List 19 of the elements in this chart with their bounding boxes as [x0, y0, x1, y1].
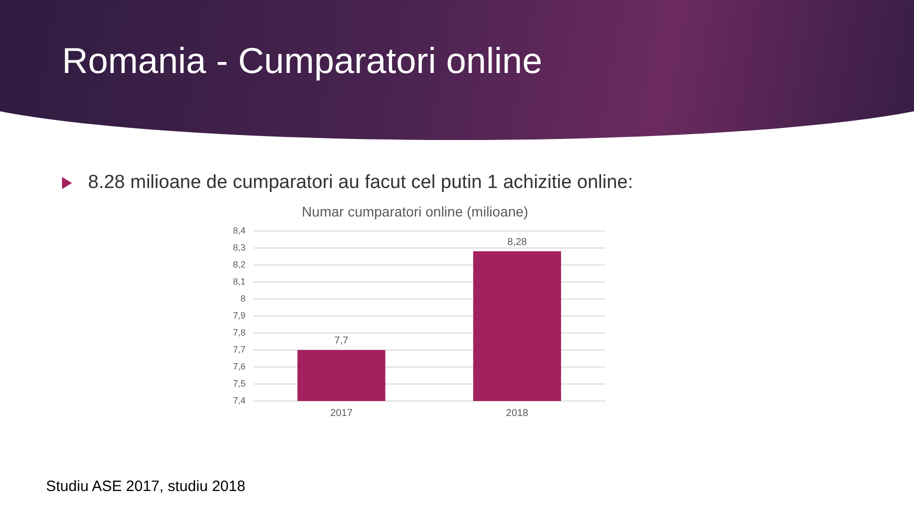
y-tick-label: 7,8 [232, 327, 246, 338]
x-tick-label: 2018 [506, 408, 529, 419]
y-tick-label: 8 [240, 293, 246, 304]
y-tick-label: 7,4 [232, 395, 246, 406]
text: Studiu ASE 2017, studiu 2018 [46, 478, 246, 495]
y-tick-label: 7,5 [232, 378, 246, 388]
data-label: 7,7 [334, 336, 349, 347]
chart-title: Numar cumparatori online (milioane) [302, 203, 528, 220]
x-tick-label: 2017 [330, 408, 353, 419]
y-tick-label: 7,7 [232, 344, 246, 354]
y-tick-label: 8,2 [232, 259, 246, 270]
y-tick-label: 7,9 [232, 310, 246, 320]
text: 8.28 milioane de cumparatori au facut cel putin 1 achizitie online: [88, 172, 633, 194]
y-tick-label: 7,6 [232, 361, 246, 372]
y-tick-label: 8,1 [232, 276, 246, 286]
y-tick-label: 8,4 [232, 225, 246, 236]
data-label: 8,28 [507, 236, 528, 248]
y-tick-label: 8,3 [232, 242, 246, 252]
text: Romania - Cumparatori online [62, 40, 542, 82]
